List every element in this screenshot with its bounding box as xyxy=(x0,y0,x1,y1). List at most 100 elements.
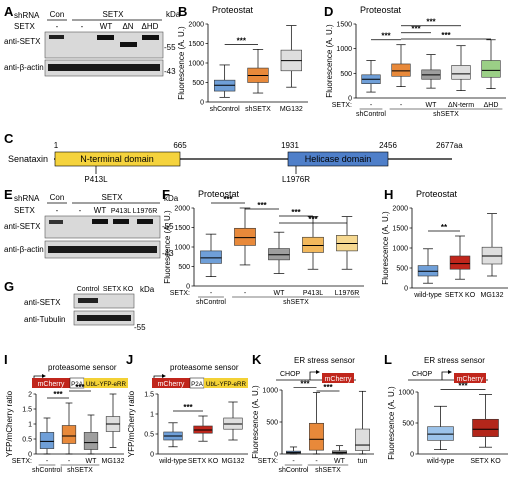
box xyxy=(39,432,55,449)
box xyxy=(61,425,77,444)
box xyxy=(200,250,222,264)
lane-label: WT xyxy=(334,458,346,465)
x-tick-label: wild-type xyxy=(426,458,455,465)
group-label: MG132 xyxy=(102,458,125,465)
band xyxy=(142,35,159,40)
y-tick-label: 500 xyxy=(266,420,278,427)
protein-name: Senataxin xyxy=(8,154,48,164)
promoter-label: CHOP xyxy=(280,371,301,378)
promoter-arrow-icon xyxy=(441,371,450,380)
panel-label-d: D xyxy=(324,4,333,19)
sensor-title: ER stress sensor xyxy=(424,356,485,365)
promoter-arrow-icon xyxy=(309,371,318,380)
x-tick-label: shSETX xyxy=(245,106,271,113)
row-label: SETX: xyxy=(332,102,352,109)
row-label: SETX: xyxy=(258,458,278,465)
panel-label-j: J xyxy=(126,352,133,367)
antibody-label: anti-SETX xyxy=(24,298,61,307)
lane-label: P413L xyxy=(303,290,323,297)
kda-label: kDa xyxy=(166,10,181,19)
band xyxy=(137,219,153,224)
significance-label: *** xyxy=(53,390,63,399)
box xyxy=(472,418,499,437)
part-label: P2A xyxy=(191,381,204,388)
mcherry-box xyxy=(322,373,354,383)
lane-label: L1976R xyxy=(335,290,360,297)
actin-band xyxy=(48,64,160,71)
con-label: Con xyxy=(50,193,65,202)
lane-label: - xyxy=(244,290,247,297)
kda-label: kDa xyxy=(140,285,155,294)
ubl-yfp-box xyxy=(84,378,128,388)
lane-label: ΔN-term xyxy=(448,102,474,109)
y-tick-label: 1.5 xyxy=(22,407,32,414)
kda-label: kDa xyxy=(164,194,179,203)
lane-label: Control xyxy=(77,286,100,293)
antibody-label: anti-β-actin xyxy=(4,63,44,72)
lane-label: WT xyxy=(100,22,113,31)
antibody-label: anti-Tubulin xyxy=(24,315,66,324)
shrna-label: shRNA xyxy=(14,194,40,203)
sensor-diagram-l: ER stress sensor CHOP mCherry xyxy=(408,356,488,383)
lane-label: - xyxy=(292,458,295,465)
box xyxy=(449,255,471,270)
con-label: Con xyxy=(50,10,65,19)
lane-label: WT xyxy=(274,290,286,297)
group-label: shSETX xyxy=(67,467,93,474)
panel-label-l: L xyxy=(384,352,392,367)
lane-label: - xyxy=(315,458,318,465)
part-label: UbL-YFP-eRR xyxy=(86,381,126,388)
residue-tick: 2456 xyxy=(379,141,397,150)
group-label: shControl xyxy=(196,299,226,306)
part-label: mCherry xyxy=(158,381,185,388)
significance-label: *** xyxy=(237,36,247,45)
panel-label-c: C xyxy=(4,131,14,146)
setx-group-label: SETX xyxy=(103,10,125,19)
y-tick-label: 0.5 xyxy=(144,432,154,439)
residue-tick: 1 xyxy=(54,141,59,150)
group-label: shControl xyxy=(279,467,309,474)
y-tick-label: 500 xyxy=(340,71,352,78)
western-blot-e: shRNA Con SETX SETX - - WT P413L L1976R … xyxy=(4,193,179,259)
x-tick-label: wild-type xyxy=(158,458,187,465)
panel-label-g: G xyxy=(4,279,14,294)
mw-marker: -55 xyxy=(164,43,176,52)
lane-label: - xyxy=(56,22,59,31)
promoter-label: CHOP xyxy=(412,371,433,378)
setx-group-label: SETX xyxy=(102,193,124,202)
shrna-label: shRNA xyxy=(14,11,40,20)
y-tick-label: 1500 xyxy=(336,22,352,29)
western-blot-g: Control SETX KO kDa anti-SETX anti-Tubul… xyxy=(24,285,155,332)
row-label: SETX: xyxy=(12,458,32,465)
x-tick-label: SETX KO xyxy=(470,458,501,465)
x-tick-label: shControl xyxy=(210,106,240,113)
y-tick-label: 0 xyxy=(28,452,32,459)
lane-label: - xyxy=(56,206,59,215)
y-axis-label: Fluorescence (A. U.) xyxy=(387,386,396,460)
y-tick-label: 2000 xyxy=(392,206,408,213)
significance-label: *** xyxy=(223,195,233,204)
y-tick-label: 500 xyxy=(396,266,408,273)
mutation-label: P413L xyxy=(84,175,108,184)
significance-label: *** xyxy=(411,25,421,34)
box xyxy=(451,65,471,80)
senataxin-domain-diagram: Senataxin N-terminal domain Helicase dom… xyxy=(8,141,463,184)
arrowhead-icon xyxy=(162,374,166,378)
significance-label: *** xyxy=(323,383,333,392)
y-tick-label: 1500 xyxy=(188,41,204,48)
y-tick-label: 1.5 xyxy=(144,392,154,399)
lane-label: - xyxy=(81,22,84,31)
band xyxy=(49,35,64,39)
setx-row-label: SETX xyxy=(14,206,36,215)
lane-label: SETX KO xyxy=(103,286,134,293)
n-terminal-domain-box xyxy=(54,151,181,167)
lane-label: ΔHD xyxy=(142,22,159,31)
western-blot-a: shRNA Con SETX SETX - - WT ΔN ΔHD kDa an… xyxy=(4,10,181,77)
panel-label-a: A xyxy=(4,4,14,19)
